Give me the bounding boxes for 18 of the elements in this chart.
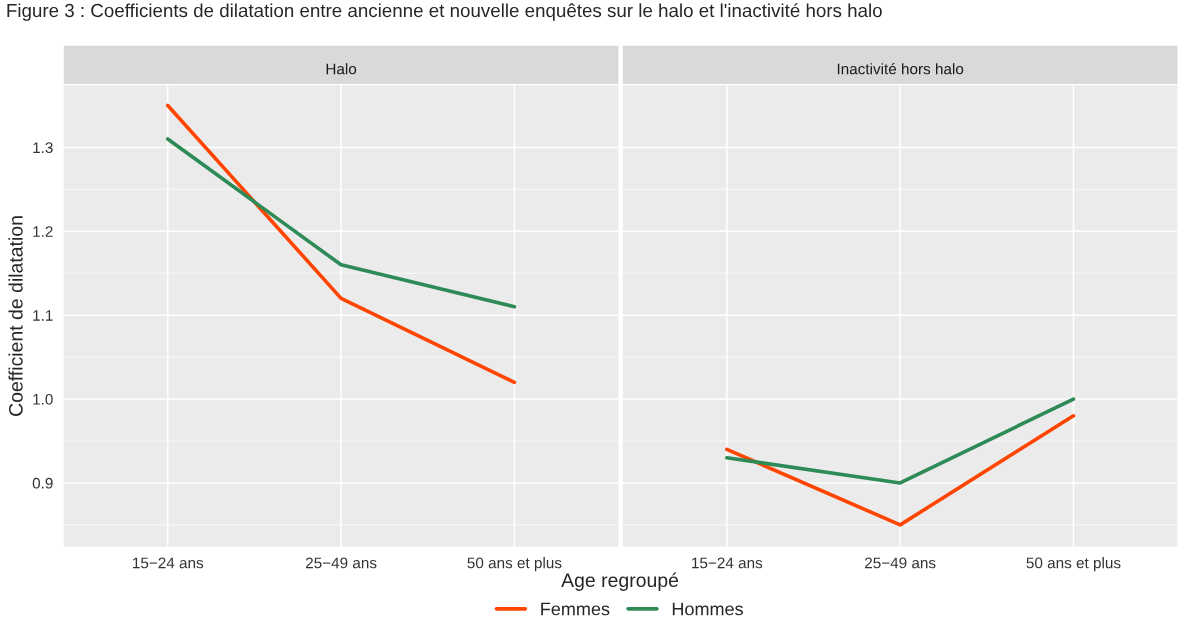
y-tick-label: 1.0 [33, 393, 53, 405]
legend-label: Hommes [672, 602, 743, 616]
y-tick-label: 1.1 [33, 310, 53, 321]
x-tick-label: 15−24 ans [692, 557, 763, 569]
y-tick-label: 1.3 [33, 142, 53, 154]
x-tick-label: 25−49 ans [305, 557, 377, 569]
x-tick-label: 50 ans et plus [1026, 557, 1121, 572]
y-tick-label: 0.9 [32, 477, 53, 489]
x-tick-label: 15−24 ans [133, 557, 204, 569]
chart-title: Halo [326, 63, 357, 75]
x-tick-label: 25−49 ans [865, 557, 936, 569]
chart-title: Inactivité hors halo [837, 62, 964, 75]
caption: Figure 3 : Coefficients de dilatation entre ancienne et nouvelle enquêtes sur le halo et l'inactivité hors halo [7, 3, 882, 21]
y-axis-title: Coefficient de dilatation [8, 216, 23, 416]
y-tick-label: 1.2 [33, 226, 53, 237]
x-tick-label: 50 ans et plus [467, 557, 562, 572]
x-axis-title: Age regroupé [561, 572, 679, 591]
legend-label: Femmes [541, 602, 610, 616]
